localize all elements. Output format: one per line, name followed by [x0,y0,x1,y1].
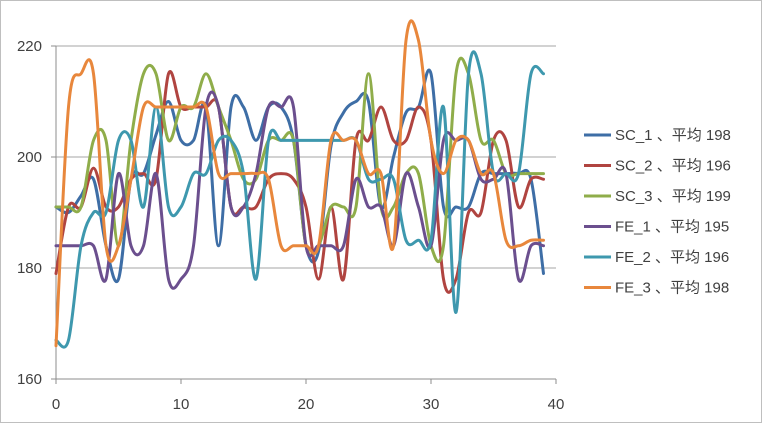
x-tick-label-40: 40 [548,396,565,413]
x-tick-labels: 0 10 20 30 40 [52,396,565,413]
series-line-6 [54,19,545,348]
legend-label-5: FE_2 、平均 196 [615,249,729,266]
legend: SC_1 、平均 198 SC_2 、平均 196 SC_3 、平均 199 FE_1… [584,127,731,297]
x-tick-label-20: 20 [298,396,315,413]
legend-label-4: FE_1 、平均 195 [615,219,729,236]
series-line-4 [54,90,545,290]
series-line-5 [54,50,545,349]
legend-label-2: SC_2 、平均 196 [615,158,731,175]
x-tick-label-30: 30 [423,396,440,413]
y-tick-labels: 160 180 200 220 [17,38,42,388]
legend-label-3: SC_3 、平均 199 [615,188,731,205]
y-tick-label-160: 160 [17,371,42,388]
legend-label-6: FE_3 、平均 198 [615,280,729,297]
y-tick-label-220: 220 [17,38,42,55]
legend-label-1: SC_1 、平均 198 [615,127,731,144]
x-tick-label-0: 0 [52,396,60,413]
series-lines [54,19,545,349]
y-tick-label-180: 180 [17,260,42,277]
x-tick-label-10: 10 [173,396,190,413]
y-tick-label-200: 200 [17,149,42,166]
